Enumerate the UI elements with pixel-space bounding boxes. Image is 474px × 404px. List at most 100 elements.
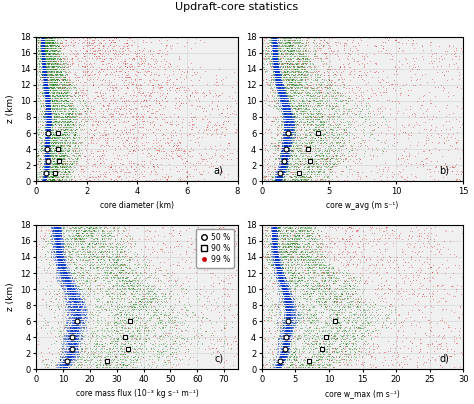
Point: [273, 360, 281, 367]
Point: [283, 46, 291, 53]
Point: [271, 230, 278, 236]
Point: [57, 243, 64, 249]
Point: [139, 121, 147, 127]
Point: [70, 79, 77, 85]
Point: [140, 301, 148, 307]
Point: [284, 111, 292, 118]
Point: [281, 137, 289, 143]
Point: [58, 251, 65, 257]
Point: [281, 108, 288, 114]
Point: [328, 356, 336, 362]
Point: [45, 106, 52, 113]
Point: [279, 64, 286, 71]
Point: [305, 307, 313, 314]
Point: [276, 360, 284, 367]
Point: [71, 177, 79, 183]
Point: [46, 34, 54, 40]
Point: [270, 37, 277, 43]
Point: [69, 323, 77, 330]
Point: [286, 223, 294, 230]
Point: [43, 118, 51, 124]
Point: [70, 341, 77, 347]
Point: [47, 85, 55, 92]
Point: [169, 227, 177, 233]
Point: [43, 97, 50, 103]
Point: [119, 351, 127, 357]
Point: [379, 231, 386, 238]
Point: [342, 276, 349, 283]
Point: [40, 64, 48, 71]
Point: [132, 67, 139, 74]
Point: [118, 98, 126, 105]
Point: [38, 139, 46, 145]
Point: [289, 109, 297, 116]
Point: [365, 137, 373, 143]
Point: [278, 95, 286, 101]
Point: [58, 85, 66, 92]
Point: [42, 143, 49, 150]
Point: [282, 325, 290, 331]
Point: [280, 87, 288, 93]
Point: [386, 124, 394, 130]
Point: [69, 335, 77, 341]
Point: [305, 240, 312, 246]
Point: [340, 304, 348, 310]
Point: [287, 121, 295, 127]
Point: [292, 77, 299, 84]
Point: [162, 302, 169, 309]
Point: [327, 127, 334, 134]
Point: [72, 318, 80, 325]
Point: [45, 87, 52, 93]
Point: [42, 142, 50, 148]
Point: [285, 305, 292, 312]
Point: [286, 320, 293, 326]
Point: [59, 40, 66, 46]
Point: [258, 124, 266, 130]
Point: [45, 98, 52, 105]
Point: [43, 140, 51, 147]
Point: [274, 74, 282, 80]
Point: [281, 326, 288, 333]
Point: [276, 88, 283, 95]
Point: [48, 122, 56, 129]
Point: [44, 93, 51, 100]
Point: [102, 156, 110, 163]
Point: [123, 264, 130, 270]
Point: [283, 155, 291, 161]
Point: [279, 170, 286, 177]
Point: [33, 163, 40, 169]
Point: [278, 275, 286, 281]
Point: [400, 235, 408, 241]
Point: [362, 100, 370, 106]
Point: [73, 310, 81, 317]
Point: [359, 325, 367, 331]
Point: [305, 50, 312, 56]
Point: [324, 155, 332, 161]
Point: [272, 42, 279, 48]
Point: [268, 53, 276, 59]
Point: [120, 349, 128, 356]
Point: [270, 53, 277, 59]
Point: [46, 101, 54, 108]
Point: [273, 45, 281, 51]
Point: [298, 360, 305, 367]
Point: [279, 275, 287, 281]
Point: [59, 252, 66, 259]
Point: [278, 175, 286, 182]
Point: [57, 121, 64, 127]
Point: [297, 95, 305, 101]
Point: [59, 236, 66, 243]
Point: [43, 116, 51, 122]
Point: [44, 59, 51, 66]
Point: [34, 46, 41, 53]
Point: [43, 88, 50, 95]
Point: [41, 61, 48, 67]
Point: [329, 354, 337, 360]
Point: [270, 236, 277, 243]
Point: [282, 71, 290, 77]
Point: [33, 312, 40, 318]
Point: [277, 153, 284, 160]
Point: [258, 344, 266, 351]
Point: [359, 341, 367, 347]
Point: [33, 63, 40, 69]
